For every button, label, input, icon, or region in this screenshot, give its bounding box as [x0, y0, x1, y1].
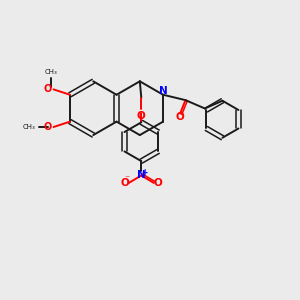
Text: CH₃: CH₃ [23, 124, 36, 130]
Text: O: O [43, 122, 52, 132]
Text: O: O [121, 178, 129, 188]
Text: ⁻: ⁻ [125, 174, 130, 184]
Text: N: N [137, 170, 146, 181]
Text: O: O [176, 112, 184, 122]
Text: CH₃: CH₃ [45, 69, 58, 75]
Text: O: O [153, 178, 162, 188]
Text: O: O [137, 111, 146, 121]
Text: +: + [141, 168, 147, 177]
Text: N: N [159, 86, 167, 96]
Text: O: O [43, 84, 52, 94]
